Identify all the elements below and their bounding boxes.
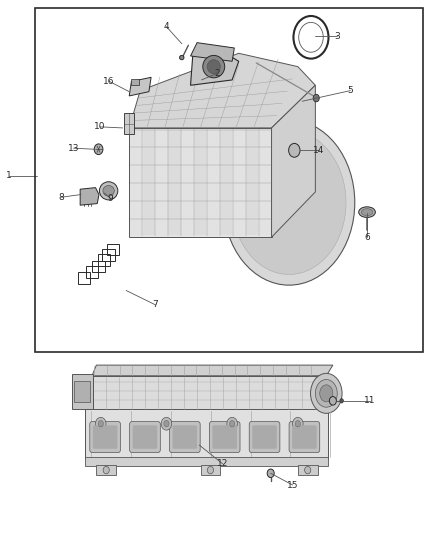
Ellipse shape — [103, 185, 114, 196]
Text: 6: 6 — [364, 233, 370, 241]
Bar — [201, 465, 220, 475]
Text: 9: 9 — [107, 194, 113, 203]
Ellipse shape — [180, 55, 184, 60]
Ellipse shape — [232, 131, 346, 274]
Bar — [85, 457, 328, 466]
Ellipse shape — [361, 209, 373, 215]
Circle shape — [329, 397, 336, 405]
Bar — [194, 130, 206, 235]
Circle shape — [95, 417, 106, 430]
FancyBboxPatch shape — [292, 425, 317, 449]
Circle shape — [267, 469, 274, 478]
Circle shape — [289, 143, 300, 157]
Ellipse shape — [311, 373, 342, 414]
Circle shape — [340, 399, 343, 403]
Bar — [35, 8, 423, 352]
Text: 16: 16 — [103, 77, 114, 85]
Circle shape — [305, 466, 311, 474]
Polygon shape — [85, 409, 328, 459]
FancyBboxPatch shape — [93, 425, 117, 449]
Text: 11: 11 — [364, 397, 376, 405]
Polygon shape — [72, 374, 93, 409]
Ellipse shape — [223, 120, 355, 285]
Bar — [130, 130, 142, 235]
FancyBboxPatch shape — [130, 422, 160, 453]
Text: 14: 14 — [313, 146, 325, 155]
Circle shape — [293, 417, 303, 430]
Bar — [107, 244, 119, 255]
Bar — [74, 381, 90, 402]
Bar — [78, 272, 90, 284]
Circle shape — [161, 417, 172, 430]
Bar — [246, 130, 258, 235]
Polygon shape — [129, 128, 272, 237]
Polygon shape — [93, 376, 328, 410]
Bar — [298, 465, 318, 475]
Text: 13: 13 — [68, 144, 79, 152]
Circle shape — [208, 466, 214, 474]
Bar — [124, 113, 134, 134]
FancyBboxPatch shape — [90, 422, 120, 453]
Circle shape — [164, 421, 169, 427]
FancyBboxPatch shape — [170, 422, 200, 453]
Bar — [155, 130, 168, 235]
Circle shape — [230, 421, 235, 427]
Bar — [169, 130, 180, 235]
Bar — [92, 261, 105, 272]
Circle shape — [313, 94, 319, 102]
Text: 1: 1 — [6, 172, 12, 180]
Circle shape — [103, 466, 110, 474]
Polygon shape — [191, 48, 239, 85]
Polygon shape — [129, 77, 151, 96]
Text: 8: 8 — [58, 193, 64, 201]
Bar — [181, 130, 194, 235]
Text: 4: 4 — [164, 22, 169, 31]
Ellipse shape — [99, 182, 118, 200]
Ellipse shape — [320, 385, 333, 402]
Text: 15: 15 — [287, 481, 298, 489]
FancyBboxPatch shape — [212, 425, 237, 449]
Bar — [102, 249, 115, 261]
Polygon shape — [129, 53, 315, 128]
Ellipse shape — [315, 379, 337, 407]
FancyBboxPatch shape — [249, 422, 280, 453]
FancyBboxPatch shape — [289, 422, 320, 453]
Polygon shape — [191, 43, 234, 61]
Text: 3: 3 — [334, 32, 340, 41]
Text: 10: 10 — [94, 123, 106, 131]
Circle shape — [94, 144, 103, 155]
Bar — [233, 130, 245, 235]
Text: 7: 7 — [152, 301, 159, 309]
Text: 12: 12 — [217, 459, 228, 468]
Ellipse shape — [203, 55, 225, 78]
Circle shape — [227, 417, 237, 430]
Ellipse shape — [207, 60, 220, 74]
Text: 2: 2 — [214, 69, 219, 78]
Bar — [96, 465, 116, 475]
Bar — [86, 266, 98, 278]
Bar — [207, 130, 219, 235]
Polygon shape — [272, 85, 315, 237]
FancyBboxPatch shape — [173, 425, 197, 449]
FancyBboxPatch shape — [252, 425, 277, 449]
Polygon shape — [80, 188, 99, 205]
Bar — [98, 254, 110, 266]
FancyBboxPatch shape — [133, 425, 157, 449]
Bar — [220, 130, 232, 235]
Circle shape — [295, 421, 300, 427]
FancyBboxPatch shape — [209, 422, 240, 453]
Polygon shape — [92, 365, 333, 376]
Circle shape — [98, 421, 103, 427]
Bar — [143, 130, 155, 235]
Ellipse shape — [359, 207, 375, 217]
Bar — [259, 130, 271, 235]
Bar — [131, 79, 139, 85]
Text: 5: 5 — [347, 86, 353, 95]
